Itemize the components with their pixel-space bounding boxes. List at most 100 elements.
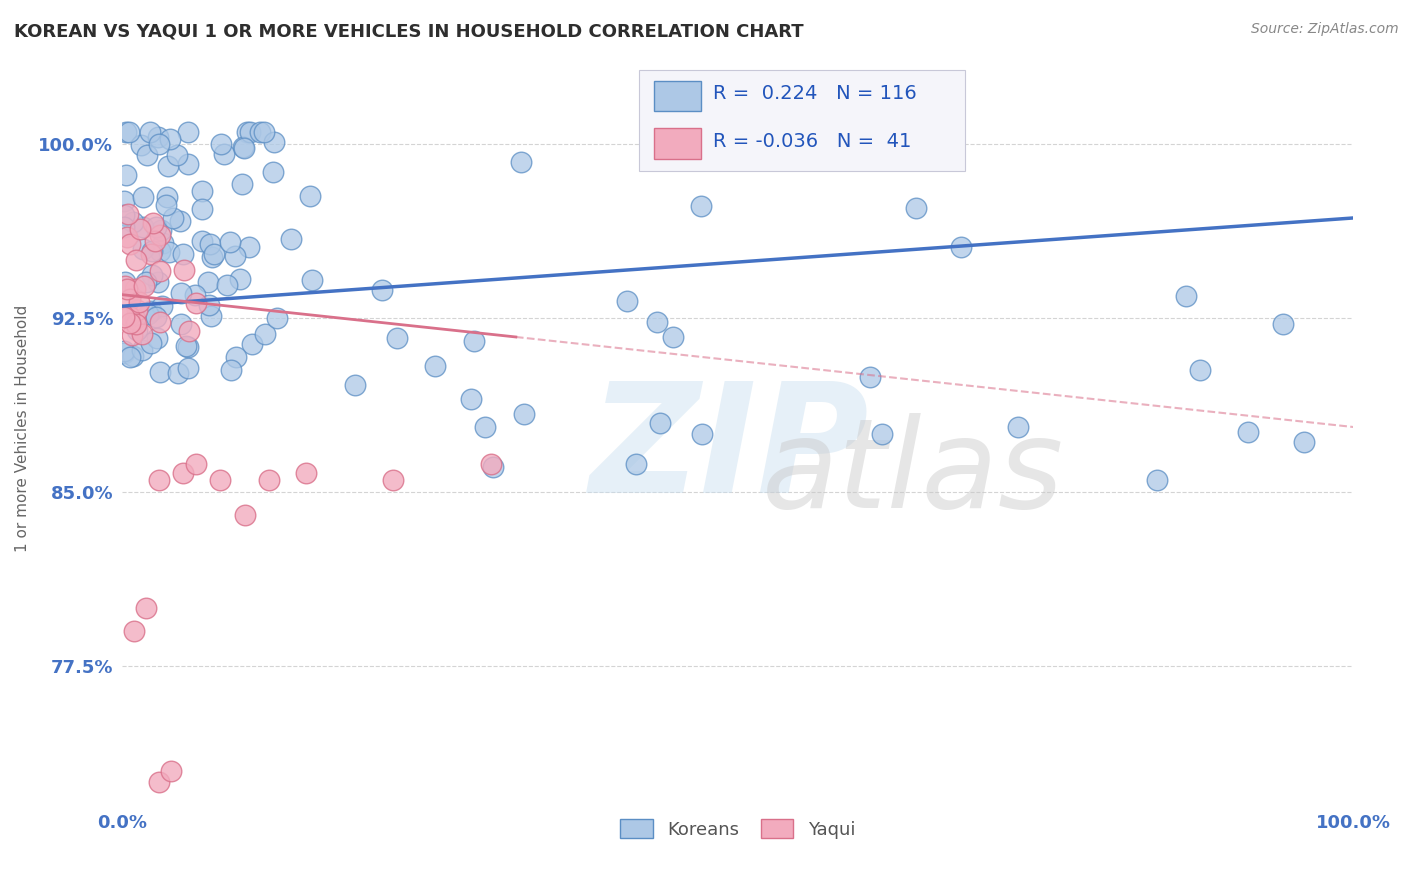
Point	[197, 298, 219, 312]
Point	[176, 361, 198, 376]
Point	[120, 292, 142, 306]
Point	[169, 213, 191, 227]
Point	[1271, 317, 1294, 331]
Point	[266, 311, 288, 326]
Point	[148, 775, 170, 789]
Point	[131, 219, 153, 234]
Point	[232, 140, 254, 154]
Point	[149, 223, 172, 237]
Point	[190, 202, 212, 216]
Point	[152, 236, 174, 251]
Point	[381, 474, 404, 488]
Point	[474, 420, 496, 434]
Point	[301, 273, 323, 287]
Point	[460, 392, 482, 406]
Point	[280, 232, 302, 246]
Point	[295, 467, 318, 481]
Point	[950, 240, 973, 254]
Point	[148, 136, 170, 151]
Point	[263, 135, 285, 149]
Point	[159, 132, 181, 146]
Point	[118, 125, 141, 139]
FancyBboxPatch shape	[640, 70, 966, 171]
Point	[1007, 420, 1029, 434]
Point	[112, 194, 135, 208]
Point	[425, 359, 447, 373]
Point	[122, 624, 145, 639]
Point	[162, 211, 184, 225]
Point	[136, 148, 159, 162]
Point	[184, 295, 207, 310]
Point	[371, 283, 394, 297]
Point	[231, 178, 253, 192]
Point	[145, 219, 167, 234]
Point	[177, 340, 200, 354]
Point	[127, 323, 149, 337]
Point	[176, 125, 198, 139]
Point	[298, 189, 321, 203]
Point	[201, 250, 224, 264]
Point	[155, 198, 177, 212]
Point	[236, 125, 259, 139]
Point	[262, 165, 284, 179]
Point	[155, 190, 177, 204]
Point	[157, 244, 180, 259]
Point	[115, 229, 138, 244]
Point	[122, 349, 145, 363]
Point	[112, 346, 135, 360]
Point	[624, 457, 647, 471]
Point	[616, 294, 638, 309]
Point	[509, 155, 531, 169]
Point	[200, 237, 222, 252]
Point	[124, 311, 146, 326]
Text: KOREAN VS YAQUI 1 OR MORE VEHICLES IN HOUSEHOLD CORRELATION CHART: KOREAN VS YAQUI 1 OR MORE VEHICLES IN HO…	[14, 22, 804, 40]
Point	[150, 299, 173, 313]
Point	[233, 508, 256, 523]
Point	[1237, 425, 1260, 439]
Point	[184, 457, 207, 471]
Text: R =  0.224   N = 116: R = 0.224 N = 116	[713, 84, 917, 103]
Point	[112, 343, 135, 358]
Point	[167, 367, 190, 381]
Point	[141, 304, 163, 318]
Point	[219, 235, 242, 250]
Point	[114, 275, 136, 289]
Point	[463, 334, 485, 348]
Point	[149, 264, 172, 278]
Point	[191, 184, 214, 198]
Point	[689, 199, 711, 213]
Point	[233, 141, 256, 155]
Point	[117, 207, 139, 221]
Point	[131, 343, 153, 357]
Point	[115, 283, 138, 297]
Point	[148, 315, 170, 329]
Point	[131, 243, 153, 257]
Point	[135, 275, 157, 289]
Point	[122, 214, 145, 228]
Point	[219, 363, 242, 377]
Point	[136, 307, 159, 321]
Point	[115, 169, 138, 183]
Point	[254, 326, 277, 341]
Point	[146, 275, 169, 289]
Point	[125, 253, 148, 268]
Point	[121, 328, 143, 343]
Point	[149, 244, 172, 259]
Point	[146, 331, 169, 345]
Point	[215, 277, 238, 292]
Point	[692, 427, 714, 442]
Point	[148, 130, 170, 145]
Point	[202, 247, 225, 261]
Point	[112, 219, 135, 234]
Point	[118, 350, 141, 364]
Point	[387, 331, 409, 345]
Point	[212, 147, 235, 161]
Point	[343, 377, 366, 392]
Point	[135, 601, 157, 615]
Point	[648, 417, 671, 431]
Point	[1174, 289, 1197, 303]
Point	[870, 427, 893, 442]
Point	[131, 326, 153, 341]
Point	[858, 370, 880, 384]
Point	[172, 246, 194, 260]
